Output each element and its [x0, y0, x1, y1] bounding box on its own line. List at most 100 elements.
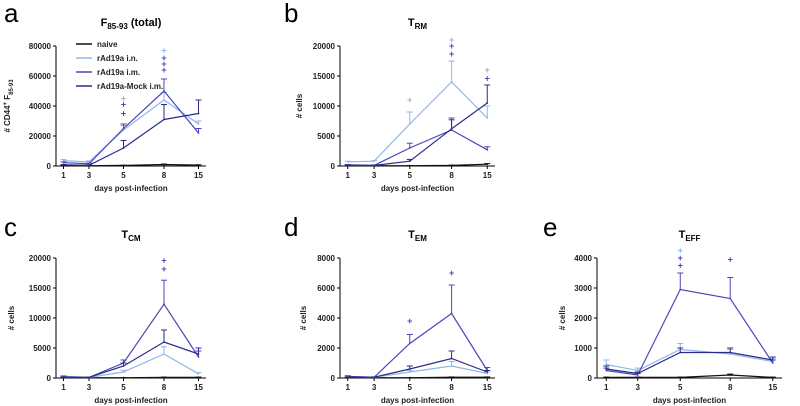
panel-title: TRM — [408, 17, 428, 31]
data-point — [408, 376, 411, 379]
y-tick-label: 0 — [47, 374, 52, 383]
y-tick-label: 2000 — [574, 314, 592, 323]
data-point — [163, 376, 165, 379]
x-tick-label: 1 — [61, 383, 66, 392]
data-point — [729, 351, 732, 354]
data-point — [486, 102, 489, 104]
title-subscript: EM — [415, 234, 427, 243]
significance-marker: + — [161, 255, 166, 265]
significance-marker: + — [449, 35, 454, 45]
series-line — [347, 312, 488, 378]
panel-letter: e — [543, 212, 557, 242]
data-point — [62, 163, 65, 166]
data-point — [636, 369, 639, 372]
data-point — [729, 353, 732, 355]
y-axis-label: # cells — [7, 305, 16, 330]
y-tick-label: 0 — [331, 162, 336, 171]
significance-marker: + — [407, 95, 412, 105]
series-line — [347, 81, 488, 163]
x-tick-label: 5 — [408, 383, 413, 392]
y-label-text: # CD44 — [3, 105, 12, 133]
data-point — [450, 127, 453, 130]
y-tick-label: 5000 — [317, 132, 335, 141]
series-rad19a-i-n- — [344, 60, 491, 163]
y-axis-label: # cells — [558, 305, 567, 330]
significance-marker: + — [485, 73, 490, 83]
data-point — [771, 359, 774, 361]
x-tick-label: 8 — [449, 383, 454, 392]
x-tick-label: 8 — [162, 171, 167, 180]
data-point — [486, 376, 489, 379]
data-point — [122, 365, 125, 367]
series-line — [63, 341, 199, 378]
x-tick-label: 3 — [87, 383, 92, 392]
data-point — [62, 159, 65, 162]
legend: naive rAd19a i.n. rAd19a i.m. rAd19a-Mock i… — [76, 40, 163, 91]
x-tick-label: 1 — [346, 383, 351, 392]
significance-marker: + — [161, 59, 166, 69]
data-point — [408, 123, 411, 125]
data-point — [122, 127, 125, 130]
y-axis-label: # cells — [295, 93, 304, 118]
series-rad19a-mock-i-m- — [60, 99, 202, 167]
data-point — [62, 376, 65, 379]
y-tick-label: 3000 — [574, 284, 592, 293]
series-line — [63, 353, 199, 379]
data-point — [605, 368, 608, 370]
y-tick-label: 15000 — [313, 72, 336, 81]
x-axis-label: days post-infection — [381, 396, 454, 405]
data-point — [486, 371, 489, 373]
series-line — [606, 374, 773, 378]
data-point — [122, 371, 125, 373]
y-tick-label: 8000 — [317, 254, 335, 263]
significance-marker: + — [678, 261, 683, 271]
data-point — [679, 288, 682, 291]
y-tick-label: 6000 — [317, 284, 335, 293]
panel-title: TCM — [121, 229, 141, 243]
data-point — [197, 372, 200, 375]
data-point — [197, 376, 200, 379]
data-point — [88, 162, 90, 165]
significance-marker: + — [728, 255, 733, 265]
y-tick-label: 20000 — [29, 132, 52, 141]
data-point — [679, 376, 682, 379]
data-point — [729, 297, 732, 300]
y-axis-label: # CD44+ F85-93 — [3, 79, 15, 133]
y-tick-label: 60000 — [29, 72, 52, 81]
y-tick-label: 2000 — [317, 344, 335, 353]
data-point — [197, 112, 200, 115]
significance-marker: + — [121, 94, 126, 104]
title-subscript: CM — [128, 234, 141, 243]
data-point — [197, 123, 200, 125]
series-rad19a-i-m- — [344, 117, 491, 167]
x-tick-label: 5 — [408, 171, 413, 180]
panel-letter: c — [4, 212, 17, 242]
series-rad19a-i-m- — [60, 78, 202, 165]
significance-marker: + — [121, 100, 126, 110]
data-point — [605, 376, 608, 379]
title-subscript: RM — [415, 22, 428, 31]
panel-e: e TEFF 0 1000 2000 3000 4000 1 3 5 8 15 days post-in… — [543, 212, 782, 405]
x-tick-label: 1 — [604, 383, 609, 392]
series-line — [606, 288, 774, 376]
series-rad19a-i-n- — [344, 361, 491, 379]
significance-marker: + — [449, 49, 454, 59]
panel-title: TEFF — [679, 229, 701, 243]
y-label-text: # cells — [295, 93, 304, 118]
data-point — [197, 353, 200, 355]
significance-marker: + — [678, 253, 683, 263]
data-point — [122, 147, 125, 149]
y-tick-label: 0 — [47, 162, 52, 171]
title-main: T — [408, 17, 415, 29]
x-tick-label: 3 — [372, 171, 377, 180]
data-point — [62, 161, 65, 164]
series-line — [347, 365, 488, 378]
title-main: T — [408, 229, 415, 241]
series-rad19a-i-n- — [603, 343, 776, 372]
panel-letter: a — [4, 0, 19, 28]
significance-marker: + — [161, 65, 166, 75]
data-point — [486, 372, 489, 375]
y-tick-label: 4000 — [317, 314, 335, 323]
data-point — [408, 371, 411, 373]
data-point — [486, 163, 489, 166]
